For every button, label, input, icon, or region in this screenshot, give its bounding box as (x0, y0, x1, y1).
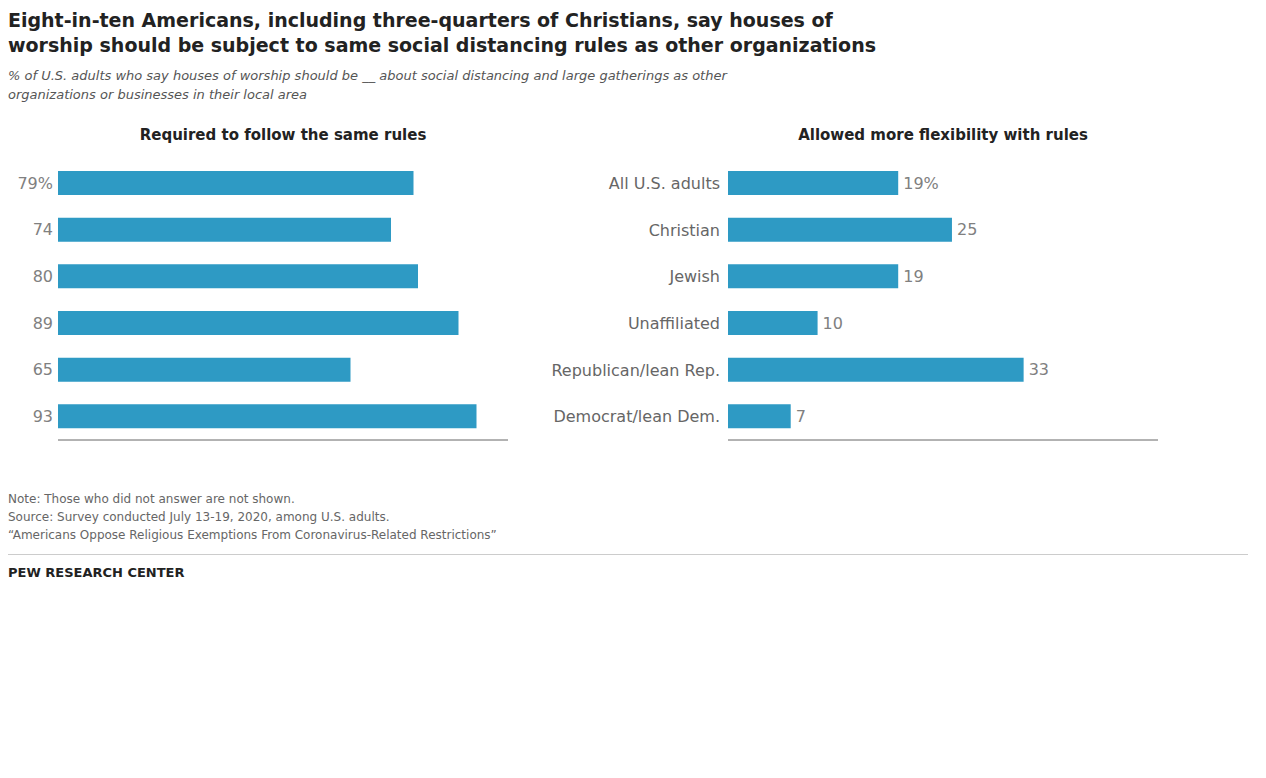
svg-text:7: 7 (796, 407, 806, 426)
svg-text:19%: 19% (903, 173, 939, 192)
html-text:Allowed more flexibility with: Allowed more flexibility with rules (798, 125, 1088, 144)
svg-text:Jewish: Jewish (668, 267, 720, 286)
svg-text:25: 25 (957, 220, 977, 239)
html-text:Required to follow the same ru: Required to follow the same rules (139, 125, 427, 144)
svg-text:All U.S. adults: All U.S. adults (609, 174, 720, 193)
svg-text:79%: 79% (17, 173, 53, 192)
svg-text:Unaffiliated: Unaffiliated (628, 314, 720, 333)
svg-text:Christian: Christian (649, 220, 720, 239)
svg-text:Democrat/lean Dem.: Democrat/lean Dem. (553, 407, 720, 426)
svg-text:89: 89 (33, 313, 53, 332)
svg-text:74: 74 (33, 220, 53, 239)
svg-text:Republican/lean Rep.: Republican/lean Rep. (551, 360, 720, 379)
svg-text:65: 65 (33, 360, 53, 379)
html-text:PEW RESEARCH CENTER: PEW RESEARCH CENTER (8, 564, 185, 580)
svg-text:93: 93 (33, 407, 53, 426)
html-text:Eight-in-ten Americans, includ: Eight-in-ten Americans, including three-… (8, 9, 876, 56)
html-text:Note: Those who did not answer: Note: Those who did not answer are not s… (8, 491, 497, 542)
svg-text:19: 19 (903, 267, 923, 286)
svg-text:33: 33 (1029, 360, 1049, 379)
svg-text:80: 80 (33, 267, 53, 286)
html-text:% of U.S. adults who say house: % of U.S. adults who say houses of worsh… (8, 68, 727, 102)
svg-text:10: 10 (823, 313, 843, 332)
